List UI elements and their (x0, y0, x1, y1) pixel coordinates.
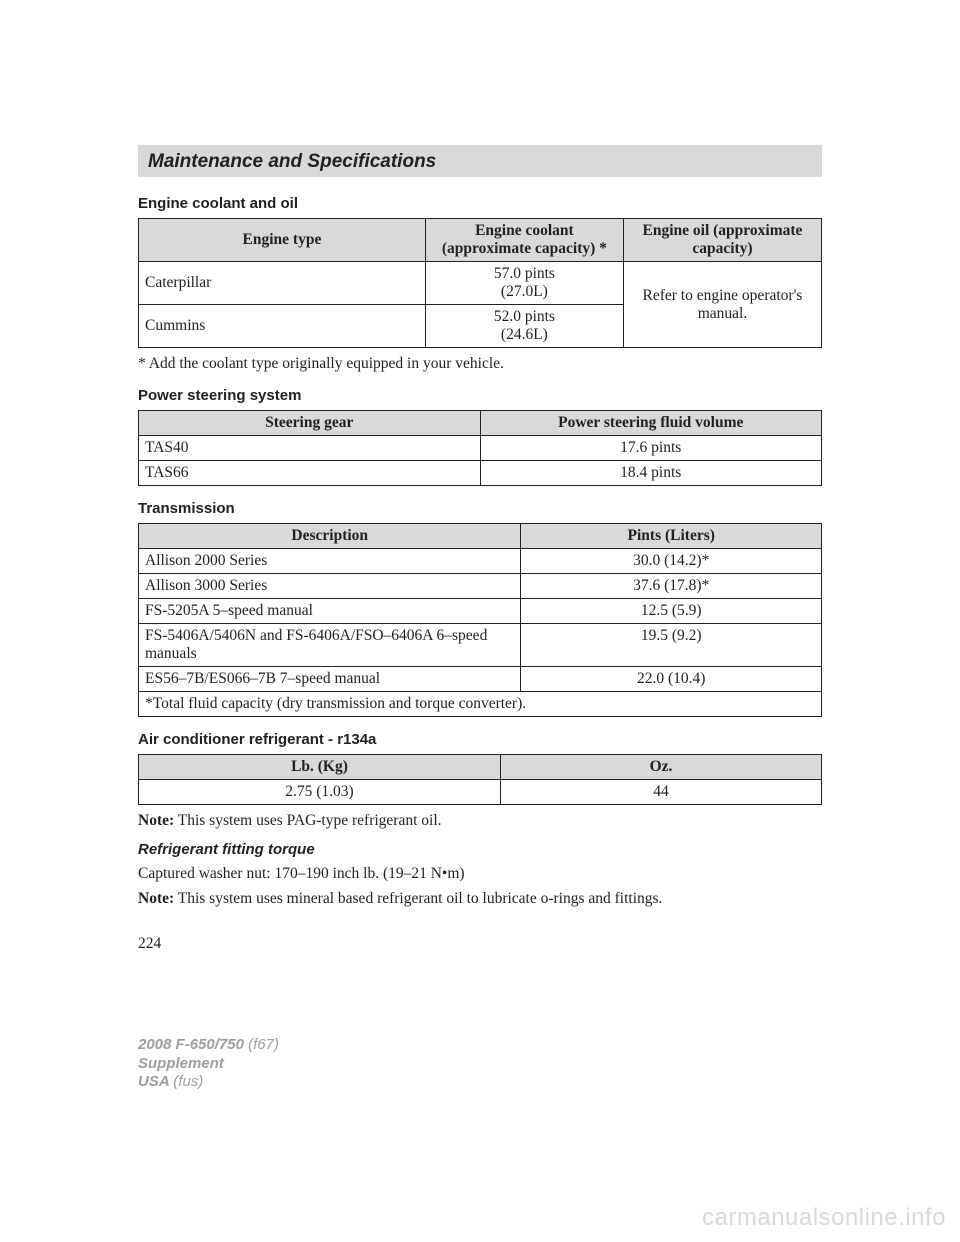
cell-coolant: 52.0 pints (24.6L) (425, 305, 623, 348)
cell-val: 12.5 (5.9) (521, 599, 822, 624)
table-header-row: Engine type Engine coolant (approximate … (139, 219, 822, 262)
coolant-table: Engine type Engine coolant (approximate … (138, 218, 822, 348)
footer: 2008 F-650/750 (f67) Supplement USA (fus… (138, 1036, 279, 1092)
cell-line: 52.0 pints (494, 308, 555, 325)
col-oz: Oz. (500, 755, 821, 780)
table-row: Allison 2000 Series 30.0 (14.2)* (139, 549, 822, 574)
torque-note: Note: This system uses mineral based ref… (138, 889, 822, 908)
col-val: Pints (Liters) (521, 524, 822, 549)
footer-model: 2008 F-650/750 (138, 1036, 248, 1053)
table-row: ES56–7B/ES066–7B 7–speed manual 22.0 (10… (139, 667, 822, 692)
col-vol: Power steering fluid volume (480, 411, 822, 436)
cell-vol: 18.4 pints (480, 461, 822, 486)
cell-val: 19.5 (9.2) (521, 624, 822, 667)
cell-engine: Caterpillar (139, 262, 426, 305)
table-row: Allison 3000 Series 37.6 (17.8)* (139, 574, 822, 599)
note-label: Note: (138, 890, 174, 907)
torque-line: Captured washer nut: 170–190 inch lb. (1… (138, 864, 822, 883)
table-header-row: Description Pints (Liters) (139, 524, 822, 549)
cell-desc: ES56–7B/ES066–7B 7–speed manual (139, 667, 521, 692)
page-number: 224 (138, 935, 822, 953)
note-text: This system uses PAG-type refrigerant oi… (174, 812, 441, 829)
cell-lb: 2.75 (1.03) (139, 780, 501, 805)
cell-gear: TAS66 (139, 461, 481, 486)
cell-line: 57.0 pints (494, 265, 555, 282)
table-row: FS-5406A/5406N and FS-6406A/FSO–6406A 6–… (139, 624, 822, 667)
cell-val: 37.6 (17.8)* (521, 574, 822, 599)
col-engine-type: Engine type (139, 219, 426, 262)
col-oil-cap: Engine oil (approximate capacity) (623, 219, 821, 262)
transmission-table: Description Pints (Liters) Allison 2000 … (138, 523, 822, 717)
watermark: carmanualsonline.info (702, 1204, 946, 1232)
steering-table: Steering gear Power steering fluid volum… (138, 410, 822, 486)
footer-line: Supplement (138, 1055, 279, 1074)
footer-code: (fus) (173, 1073, 203, 1090)
cell-desc: FS-5406A/5406N and FS-6406A/FSO–6406A 6–… (139, 624, 521, 667)
torque-heading: Refrigerant fitting torque (138, 841, 822, 858)
table-footnote-row: *Total fluid capacity (dry transmission … (139, 692, 822, 717)
col-coolant-cap: Engine coolant (approximate capacity) * (425, 219, 623, 262)
table-header-row: Steering gear Power steering fluid volum… (139, 411, 822, 436)
footer-line: 2008 F-650/750 (f67) (138, 1036, 279, 1055)
cell-val: 30.0 (14.2)* (521, 549, 822, 574)
steering-heading: Power steering system (138, 387, 822, 404)
cell-line: (24.6L) (501, 326, 548, 343)
ac-table: Lb. (Kg) Oz. 2.75 (1.03) 44 (138, 754, 822, 805)
footer-line: USA (fus) (138, 1073, 279, 1092)
cell-desc: FS-5205A 5–speed manual (139, 599, 521, 624)
footer-region: USA (138, 1073, 173, 1090)
section-header: Maintenance and Specifications (138, 145, 822, 177)
table-row: FS-5205A 5–speed manual 12.5 (5.9) (139, 599, 822, 624)
table-row: TAS40 17.6 pints (139, 436, 822, 461)
col-desc: Description (139, 524, 521, 549)
cell-coolant: 57.0 pints (27.0L) (425, 262, 623, 305)
footer-code: (f67) (248, 1036, 279, 1053)
cell-oz: 44 (500, 780, 821, 805)
coolant-heading: Engine coolant and oil (138, 195, 822, 212)
cell-footnote: *Total fluid capacity (dry transmission … (139, 692, 822, 717)
note-text: This system uses mineral based refrigera… (174, 890, 662, 907)
transmission-heading: Transmission (138, 500, 822, 517)
cell-desc: Allison 2000 Series (139, 549, 521, 574)
col-gear: Steering gear (139, 411, 481, 436)
cell-gear: TAS40 (139, 436, 481, 461)
table-row: TAS66 18.4 pints (139, 461, 822, 486)
cell-val: 22.0 (10.4) (521, 667, 822, 692)
cell-oil: Refer to engine operator's manual. (623, 262, 821, 348)
table-row: Caterpillar 57.0 pints (27.0L) Refer to … (139, 262, 822, 305)
table-header-row: Lb. (Kg) Oz. (139, 755, 822, 780)
coolant-footnote: * Add the coolant type originally equipp… (138, 354, 822, 373)
cell-line: (27.0L) (501, 283, 548, 300)
note-label: Note: (138, 812, 174, 829)
cell-engine: Cummins (139, 305, 426, 348)
table-row: 2.75 (1.03) 44 (139, 780, 822, 805)
cell-desc: Allison 3000 Series (139, 574, 521, 599)
ac-note: Note: This system uses PAG-type refriger… (138, 811, 822, 830)
page-content: Maintenance and Specifications Engine co… (138, 145, 822, 953)
col-lb: Lb. (Kg) (139, 755, 501, 780)
cell-vol: 17.6 pints (480, 436, 822, 461)
ac-heading: Air conditioner refrigerant - r134a (138, 731, 822, 748)
section-title: Maintenance and Specifications (148, 151, 436, 172)
